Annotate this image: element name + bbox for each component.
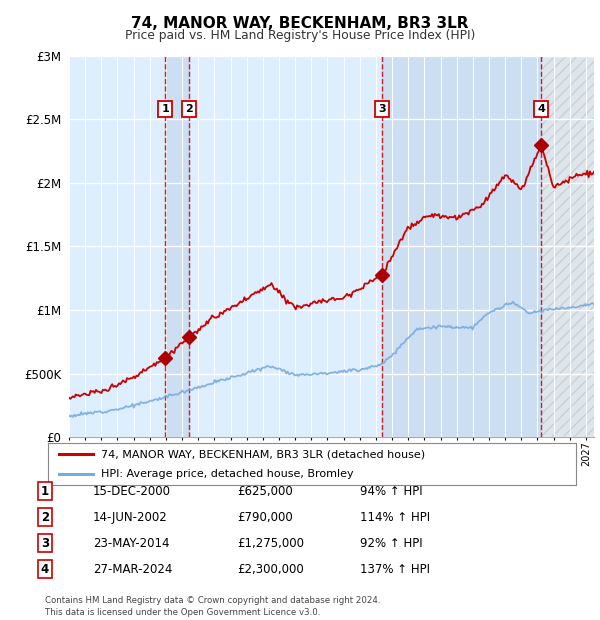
Bar	[541, 56, 594, 437]
Text: £2,300,000: £2,300,000	[237, 563, 304, 575]
Text: Contains HM Land Registry data © Crown copyright and database right 2024.
This d: Contains HM Land Registry data © Crown c…	[45, 596, 380, 617]
Text: 3: 3	[41, 537, 49, 549]
Text: 14-JUN-2002: 14-JUN-2002	[93, 511, 168, 523]
Text: 3: 3	[379, 104, 386, 114]
Bar	[165, 56, 190, 437]
Text: 4: 4	[538, 104, 545, 114]
Text: Price paid vs. HM Land Registry's House Price Index (HPI): Price paid vs. HM Land Registry's House …	[125, 29, 475, 42]
Text: 74, MANOR WAY, BECKENHAM, BR3 3LR: 74, MANOR WAY, BECKENHAM, BR3 3LR	[131, 16, 469, 30]
Text: 1: 1	[41, 485, 49, 497]
Text: 74, MANOR WAY, BECKENHAM, BR3 3LR (detached house): 74, MANOR WAY, BECKENHAM, BR3 3LR (detac…	[101, 449, 425, 459]
Text: 92% ↑ HPI: 92% ↑ HPI	[360, 537, 422, 549]
Text: 4: 4	[41, 563, 49, 575]
Bar	[382, 56, 541, 437]
Text: 2: 2	[41, 511, 49, 523]
Text: 27-MAR-2024: 27-MAR-2024	[93, 563, 172, 575]
Text: £1,275,000: £1,275,000	[237, 537, 304, 549]
Text: 137% ↑ HPI: 137% ↑ HPI	[360, 563, 430, 575]
Text: £625,000: £625,000	[237, 485, 293, 497]
Text: 15-DEC-2000: 15-DEC-2000	[93, 485, 171, 497]
Text: 2: 2	[185, 104, 193, 114]
Text: 114% ↑ HPI: 114% ↑ HPI	[360, 511, 430, 523]
Text: 94% ↑ HPI: 94% ↑ HPI	[360, 485, 422, 497]
Text: 1: 1	[161, 104, 169, 114]
Text: £790,000: £790,000	[237, 511, 293, 523]
Text: 23-MAY-2014: 23-MAY-2014	[93, 537, 170, 549]
Text: HPI: Average price, detached house, Bromley: HPI: Average price, detached house, Brom…	[101, 469, 353, 479]
